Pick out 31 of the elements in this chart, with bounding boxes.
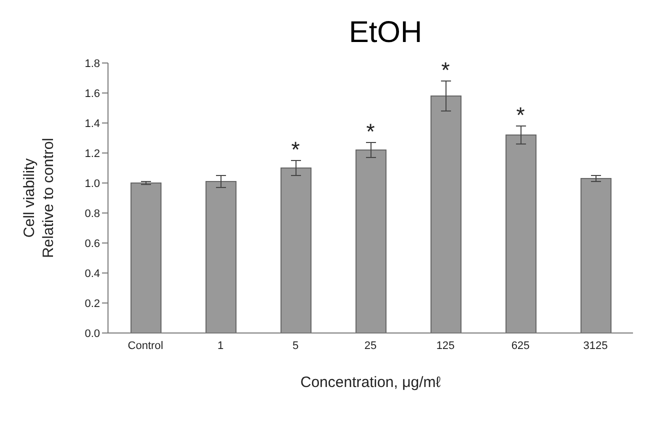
y-tick-label: 0.2 [84, 298, 100, 310]
y-tick-label: 0.4 [84, 268, 100, 280]
x-tick-label: 1 [217, 340, 224, 352]
y-tick-label: 1.0 [84, 178, 100, 190]
y-tick-label: 0.8 [84, 208, 100, 220]
bar [356, 150, 386, 333]
y-tick-label: 1.6 [84, 88, 100, 100]
x-tick-label: 25 [364, 340, 377, 352]
x-tick-label: 625 [511, 340, 530, 352]
y-tick-label: 0.6 [84, 238, 100, 250]
bar [206, 181, 236, 333]
x-tick-label: 125 [436, 340, 455, 352]
bar [580, 178, 612, 333]
x-tick-label: 3125 [583, 340, 608, 352]
bar [130, 182, 162, 333]
y-tick-label: 1.8 [84, 58, 100, 70]
bar [506, 134, 536, 333]
annotation: * [516, 102, 526, 128]
x-tick-label: 5 [292, 340, 299, 352]
y-tick-label: 1.4 [84, 118, 100, 130]
y-axis-title: Cell viability Relative to control [21, 138, 57, 258]
annotation: * [291, 136, 300, 162]
x-axis-title: Concentration, μg/mℓ [299, 374, 442, 391]
annotation: * [441, 58, 450, 83]
y-tick-label: 1.2 [84, 148, 100, 160]
annotation: * [366, 118, 376, 144]
bar [430, 96, 462, 333]
chart-title: EtOH [348, 15, 424, 51]
y-tick-label: 0.0 [84, 328, 100, 340]
x-tick-label: Control [128, 340, 164, 352]
bar [280, 168, 312, 333]
